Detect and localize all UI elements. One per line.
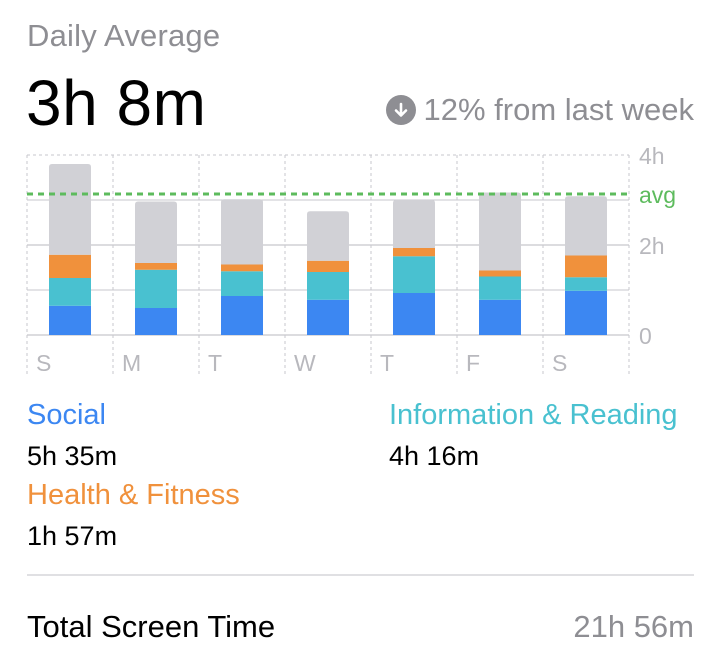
weekly-change-text: 12% from last week	[423, 92, 695, 127]
legend-social-label[interactable]: Social	[27, 399, 106, 431]
bar-segment	[307, 211, 349, 261]
bar-segment	[565, 277, 607, 291]
bar-segment	[135, 201, 177, 263]
arrow-down-circle-icon	[385, 95, 416, 125]
bar-segment	[221, 271, 263, 296]
bar-segment	[393, 256, 435, 293]
y-tick-label: 0	[639, 323, 652, 349]
x-tick-label: T	[380, 350, 394, 376]
bar-segment	[221, 296, 263, 335]
bar-segment	[565, 196, 607, 256]
x-tick-label: S	[552, 350, 567, 376]
legend-information-label[interactable]: Information & Reading	[389, 399, 678, 431]
weekly-change: 12% from last week	[385, 92, 695, 128]
total-screen-time-label[interactable]: Total Screen Time	[27, 609, 276, 644]
x-tick-label: S	[36, 350, 51, 376]
bar-segment	[393, 200, 435, 248]
daily-average-label: Daily Average	[27, 18, 221, 53]
bar-segment	[307, 299, 349, 335]
bar-segment	[221, 264, 263, 272]
x-tick-label: W	[294, 350, 316, 376]
bar-segment	[135, 263, 177, 270]
bar-segment	[479, 192, 521, 271]
bar-segment	[479, 270, 521, 277]
bar-segment	[393, 293, 435, 335]
bar-segment	[49, 164, 91, 255]
legend-health-value: 1h 57m	[27, 521, 118, 551]
legend-social-value: 5h 35m	[27, 441, 118, 471]
legend-health-label[interactable]: Health & Fitness	[27, 479, 240, 511]
x-tick-label: F	[466, 350, 480, 376]
average-label: avg	[639, 182, 676, 208]
bar-segment	[307, 260, 349, 272]
total-screen-time-value: 21h 56m	[573, 609, 694, 644]
bar-segment	[565, 290, 607, 335]
bar-segment	[307, 272, 349, 300]
bar-segment	[135, 308, 177, 335]
bar-segment	[49, 254, 91, 278]
bar-segment	[479, 299, 521, 335]
bar-segment	[479, 276, 521, 300]
daily-average-value: 3h 8m	[26, 67, 207, 139]
legend-information-value: 4h 16m	[389, 441, 480, 471]
bar-segment	[135, 269, 177, 308]
x-tick-label: M	[122, 350, 141, 376]
bar-segment	[49, 278, 91, 306]
bar-segment	[565, 255, 607, 278]
y-tick-label: 2h	[639, 233, 665, 259]
divider	[27, 574, 694, 576]
bar-segment	[221, 199, 263, 265]
bar-segment	[49, 305, 91, 335]
bar-segment	[393, 248, 435, 257]
y-tick-label: 4h	[639, 143, 665, 169]
x-tick-label: T	[208, 350, 222, 376]
